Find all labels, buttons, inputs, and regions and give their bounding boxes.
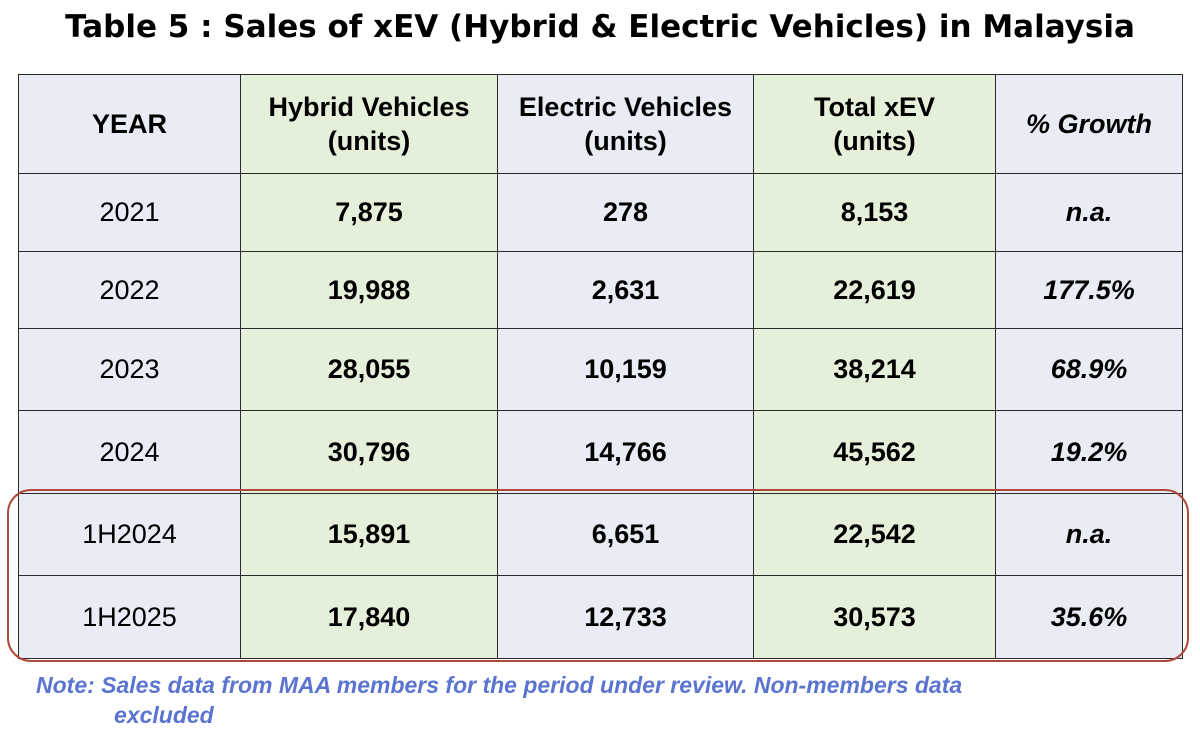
table-row: 2024 30,796 14,766 45,562 19.2% — [18, 410, 1183, 494]
table-row: 2023 28,055 10,159 38,214 68.9% — [18, 328, 1183, 411]
cell-total: 45,562 — [753, 410, 996, 494]
header-electric-line1: Electric Vehicles — [518, 92, 733, 122]
cell-growth: 35.6% — [995, 575, 1183, 659]
cell-year: 2021 — [18, 173, 241, 252]
cell-year: 1H2025 — [18, 575, 241, 659]
cell-electric: 6,651 — [497, 493, 754, 576]
cell-electric: 12,733 — [497, 575, 754, 659]
cell-hybrid: 19,988 — [240, 251, 498, 329]
cell-hybrid: 30,796 — [240, 410, 498, 494]
footnote-line2: excluded — [114, 702, 214, 728]
header-total: Total xEV (units) — [753, 74, 996, 174]
cell-hybrid: 17,840 — [240, 575, 498, 659]
cell-electric: 14,766 — [497, 410, 754, 494]
cell-total: 38,214 — [753, 328, 996, 411]
table-row: 2021 7,875 278 8,153 n.a. — [18, 173, 1183, 252]
cell-total: 30,573 — [753, 575, 996, 659]
header-total-line1: Total xEV — [813, 92, 936, 122]
cell-total: 22,542 — [753, 493, 996, 576]
header-row: YEAR Hybrid Vehicles (units) Electric Ve… — [18, 74, 1183, 174]
cell-electric: 10,159 — [497, 328, 754, 411]
cell-year: 2022 — [18, 251, 241, 329]
cell-electric: 2,631 — [497, 251, 754, 329]
cell-electric: 278 — [497, 173, 754, 252]
header-year: YEAR — [18, 74, 241, 174]
cell-growth: n.a. — [995, 173, 1183, 252]
table-row: 2022 19,988 2,631 22,619 177.5% — [18, 251, 1183, 329]
header-hybrid: Hybrid Vehicles (units) — [240, 74, 498, 174]
cell-total: 22,619 — [753, 251, 996, 329]
header-growth-label: % Growth — [1026, 109, 1152, 139]
cell-growth: 177.5% — [995, 251, 1183, 329]
cell-growth: n.a. — [995, 493, 1183, 576]
cell-hybrid: 28,055 — [240, 328, 498, 411]
table-row: 1H2025 17,840 12,733 30,573 35.6% — [18, 575, 1183, 659]
header-total-line2: (units) — [833, 126, 916, 156]
table-row: 1H2024 15,891 6,651 22,542 n.a. — [18, 493, 1183, 576]
cell-hybrid: 15,891 — [240, 493, 498, 576]
cell-year: 1H2024 — [18, 493, 241, 576]
footnote-line1: Note: Sales data from MAA members for th… — [36, 672, 963, 698]
table-title: Table 5 : Sales of xEV (Hybrid & Electri… — [65, 9, 1135, 45]
header-hybrid-line1: Hybrid Vehicles — [268, 92, 470, 122]
footnote: Note: Sales data from MAA members for th… — [36, 670, 1186, 730]
cell-hybrid: 7,875 — [240, 173, 498, 252]
cell-total: 8,153 — [753, 173, 996, 252]
header-electric-line2: (units) — [584, 126, 667, 156]
header-hybrid-line2: (units) — [327, 126, 411, 156]
sales-table: YEAR Hybrid Vehicles (units) Electric Ve… — [18, 74, 1183, 659]
header-year-label: YEAR — [91, 109, 167, 139]
cell-year: 2024 — [18, 410, 241, 494]
cell-growth: 68.9% — [995, 328, 1183, 411]
cell-growth: 19.2% — [995, 410, 1183, 494]
cell-year: 2023 — [18, 328, 241, 411]
header-electric: Electric Vehicles (units) — [497, 74, 754, 174]
header-growth: % Growth — [995, 74, 1183, 174]
